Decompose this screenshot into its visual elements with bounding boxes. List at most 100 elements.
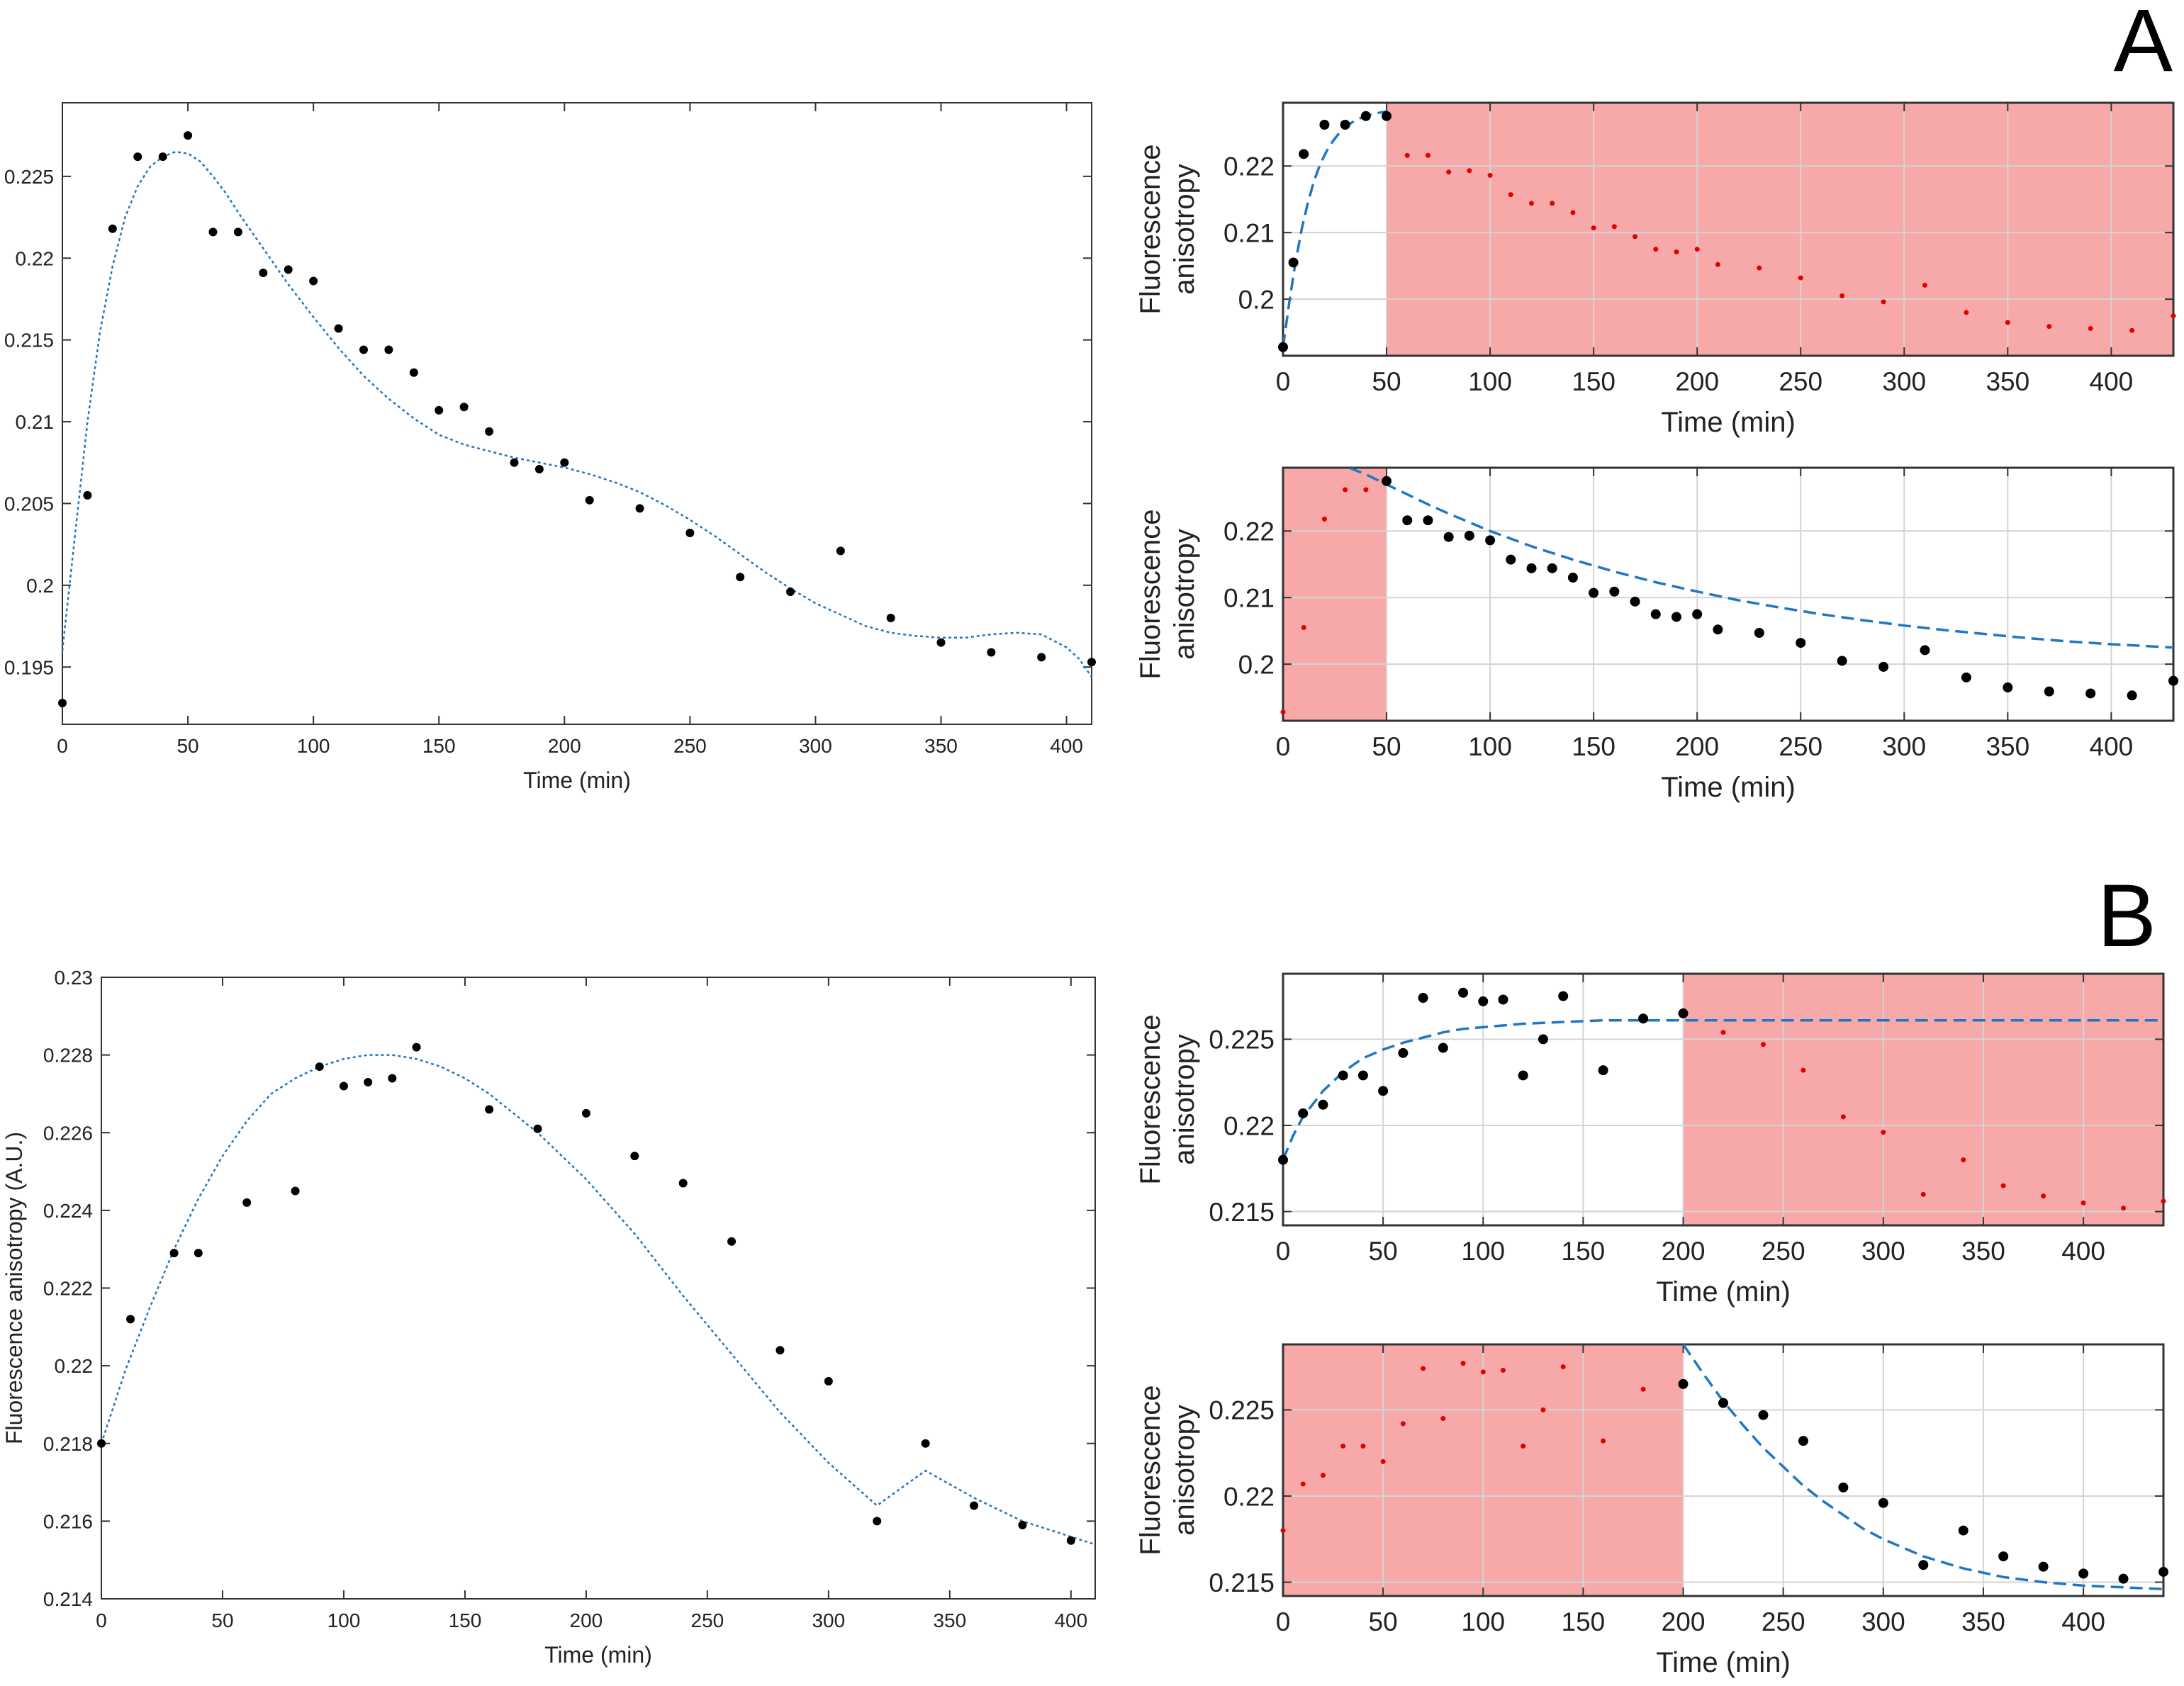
chart-1-excluded-point-25 bbox=[2129, 327, 2135, 333]
chart-0-point-24 bbox=[736, 573, 745, 582]
chart-4-xtick-label-8: 400 bbox=[2061, 1237, 2105, 1266]
chart-3-ytick-label-0: 0.214 bbox=[43, 1588, 93, 1610]
chart-2-point-9 bbox=[1567, 573, 1578, 583]
chart-3-ytick-label-8: 0.23 bbox=[55, 967, 94, 989]
chart-4-xtick-label-7: 350 bbox=[1961, 1237, 2005, 1266]
chart-5-excluded-point-7 bbox=[1421, 1366, 1426, 1371]
chart-2-point-7 bbox=[1526, 563, 1537, 573]
chart-4-excluded-point-7 bbox=[2000, 1183, 2006, 1188]
chart-1-excluded-point-8 bbox=[1570, 210, 1576, 215]
chart-2-xtick-label-2: 100 bbox=[1468, 732, 1512, 761]
chart-4-point-7 bbox=[1418, 993, 1428, 1004]
chart-1-excluded-point-0 bbox=[1404, 152, 1410, 158]
chart-0-point-30 bbox=[1037, 653, 1046, 662]
chart-0-point-16 bbox=[459, 403, 469, 412]
chart-4-point-12 bbox=[1518, 1070, 1528, 1081]
chart-1-fit-curve bbox=[1283, 110, 1387, 348]
chart-2-point-5 bbox=[1485, 535, 1496, 546]
chart-2-ylabel-0: Fluorescence bbox=[1135, 509, 1166, 679]
chart-0-point-10 bbox=[309, 276, 318, 286]
chart-2-point-23 bbox=[2003, 682, 2013, 693]
chart-3-point-8 bbox=[364, 1077, 373, 1086]
chart-5-excluded-point-5 bbox=[1380, 1459, 1386, 1464]
chart-5-excluded-point-1 bbox=[1300, 1481, 1306, 1487]
chart-2-point-26 bbox=[2127, 690, 2137, 701]
chart-2-point-24 bbox=[2044, 686, 2054, 697]
chart-0-point-14 bbox=[409, 368, 418, 377]
chart-1-point-3 bbox=[1319, 120, 1330, 130]
chart-4-excluded-point-11 bbox=[2161, 1198, 2166, 1204]
chart-3-point-3 bbox=[194, 1249, 203, 1258]
chart-4-point-5 bbox=[1378, 1086, 1389, 1096]
chart-2-xtick-label-4: 200 bbox=[1675, 732, 1719, 761]
chart-4-excluded-point-0 bbox=[1720, 1030, 1726, 1035]
chart-a-bottom: 0 50 100 150 200 250 300 350 400 0.2 0.21 0.22 Time … bbox=[1135, 466, 2178, 803]
chart-0-point-6 bbox=[208, 227, 218, 237]
chart-5-xtick-label-5: 250 bbox=[1762, 1607, 1805, 1636]
chart-4-xtick-label-3: 150 bbox=[1562, 1237, 1606, 1266]
chart-4-point-4 bbox=[1357, 1070, 1368, 1081]
chart-5-excluded-point-4 bbox=[1360, 1443, 1366, 1449]
chart-3-ytick-label-1: 0.216 bbox=[43, 1510, 93, 1532]
chart-2-point-22 bbox=[1961, 672, 1971, 682]
chart-4-point-3 bbox=[1338, 1070, 1348, 1081]
chart-5-point-10 bbox=[2078, 1568, 2089, 1579]
chart-1-excluded-point-14 bbox=[1694, 247, 1700, 252]
chart-4-point-6 bbox=[1398, 1047, 1409, 1058]
chart-1-xtick-label-5: 250 bbox=[1779, 367, 1822, 396]
chart-1-point-2 bbox=[1299, 149, 1309, 159]
chart-2-point-15 bbox=[1692, 609, 1703, 619]
chart-4-ylabel-1: anisotropy bbox=[1169, 1034, 1200, 1165]
chart-4-shaded-region bbox=[1683, 974, 2163, 1225]
chart-0-fit-curve bbox=[62, 150, 1092, 678]
chart-5-excluded-point-12 bbox=[1521, 1443, 1526, 1449]
chart-3-point-4 bbox=[242, 1198, 252, 1207]
chart-0-axes-frame bbox=[62, 102, 1092, 725]
chart-1-excluded-point-11 bbox=[1633, 234, 1638, 240]
chart-2-ytick-label-0: 0.2 bbox=[1238, 650, 1275, 679]
chart-2-point-14 bbox=[1671, 612, 1681, 622]
chart-1-xtick-label-0: 0 bbox=[1276, 367, 1291, 396]
chart-3-xtick-label-0: 0 bbox=[96, 1609, 107, 1631]
chart-1-xtick-label-2: 100 bbox=[1468, 367, 1512, 396]
chart-4-xtick-label-5: 250 bbox=[1762, 1237, 1805, 1266]
chart-5-excluded-point-11 bbox=[1501, 1367, 1506, 1373]
chart-0-point-29 bbox=[987, 648, 996, 657]
chart-4-excluded-point-4 bbox=[1881, 1130, 1886, 1135]
chart-3-point-6 bbox=[315, 1062, 324, 1072]
chart-4-excluded-point-8 bbox=[2041, 1193, 2046, 1199]
chart-2-excluded-point-1 bbox=[1301, 624, 1306, 630]
chart-0-point-19 bbox=[534, 464, 544, 473]
chart-5-point-9 bbox=[2038, 1561, 2049, 1572]
chart-4-point-14 bbox=[1558, 991, 1569, 1001]
chart-2-point-25 bbox=[2085, 688, 2096, 699]
chart-2-point-6 bbox=[1506, 554, 1516, 565]
chart-5-excluded-point-8 bbox=[1440, 1416, 1446, 1422]
chart-3-point-23 bbox=[1066, 1536, 1075, 1545]
chart-3-ytick-label-7: 0.228 bbox=[43, 1045, 93, 1067]
chart-0-xtick-label-5: 250 bbox=[673, 735, 707, 757]
chart-5-xtick-label-3: 150 bbox=[1562, 1607, 1606, 1636]
chart-1-excluded-point-16 bbox=[1757, 265, 1762, 271]
chart-3-xtick-label-3: 150 bbox=[449, 1609, 482, 1631]
chart-2-excluded-point-4 bbox=[1363, 487, 1369, 493]
chart-3-point-7 bbox=[339, 1081, 348, 1091]
chart-2-xtick-label-0: 0 bbox=[1276, 732, 1291, 761]
chart-5-excluded-point-15 bbox=[1601, 1438, 1606, 1444]
chart-5-axes-frame bbox=[1282, 1343, 2165, 1597]
chart-5-point-6 bbox=[1918, 1560, 1929, 1570]
chart-5-ylabel-0: Fluorescence bbox=[1135, 1385, 1166, 1555]
chart-5-excluded-point-9 bbox=[1460, 1361, 1466, 1366]
chart-1-xtick-label-8: 400 bbox=[2090, 367, 2134, 396]
chart-1-xtick-label-6: 300 bbox=[1882, 367, 1926, 396]
chart-4-axes-frame bbox=[1282, 972, 2165, 1227]
chart-b-bottom: 0 50 100 150 200 250 300 350 400 0.215 0.22 0.225 Ti… bbox=[1135, 1343, 2168, 1678]
chart-3-point-0 bbox=[97, 1439, 106, 1448]
chart-3-xtick-label-2: 100 bbox=[327, 1609, 361, 1631]
chart-2-point-3 bbox=[1443, 532, 1454, 542]
chart-0-ytick-label-3: 0.21 bbox=[16, 411, 55, 433]
chart-4-point-8 bbox=[1438, 1042, 1448, 1053]
chart-4-point-2 bbox=[1318, 1099, 1328, 1110]
chart-5-ytick-label-1: 0.22 bbox=[1223, 1482, 1275, 1511]
